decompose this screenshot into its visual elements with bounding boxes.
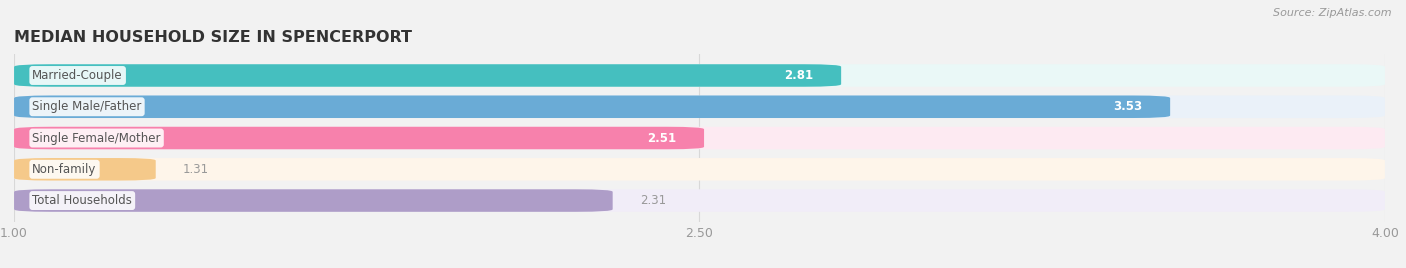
FancyBboxPatch shape [14,95,1385,118]
Text: 2.51: 2.51 [648,132,676,144]
Text: 2.81: 2.81 [785,69,814,82]
FancyBboxPatch shape [14,127,1385,149]
Text: Single Male/Father: Single Male/Father [32,100,142,113]
FancyBboxPatch shape [14,158,156,181]
FancyBboxPatch shape [14,64,1385,87]
Text: Total Households: Total Households [32,194,132,207]
FancyBboxPatch shape [14,64,841,87]
FancyBboxPatch shape [14,158,1385,181]
FancyBboxPatch shape [14,127,704,149]
FancyBboxPatch shape [14,95,1170,118]
Text: Source: ZipAtlas.com: Source: ZipAtlas.com [1274,8,1392,18]
Text: 2.31: 2.31 [640,194,666,207]
Text: Married-Couple: Married-Couple [32,69,122,82]
FancyBboxPatch shape [14,189,1385,212]
Text: Single Female/Mother: Single Female/Mother [32,132,160,144]
Text: Non-family: Non-family [32,163,97,176]
Text: 3.53: 3.53 [1114,100,1143,113]
Text: 1.31: 1.31 [183,163,209,176]
FancyBboxPatch shape [14,189,613,212]
Text: MEDIAN HOUSEHOLD SIZE IN SPENCERPORT: MEDIAN HOUSEHOLD SIZE IN SPENCERPORT [14,31,412,46]
